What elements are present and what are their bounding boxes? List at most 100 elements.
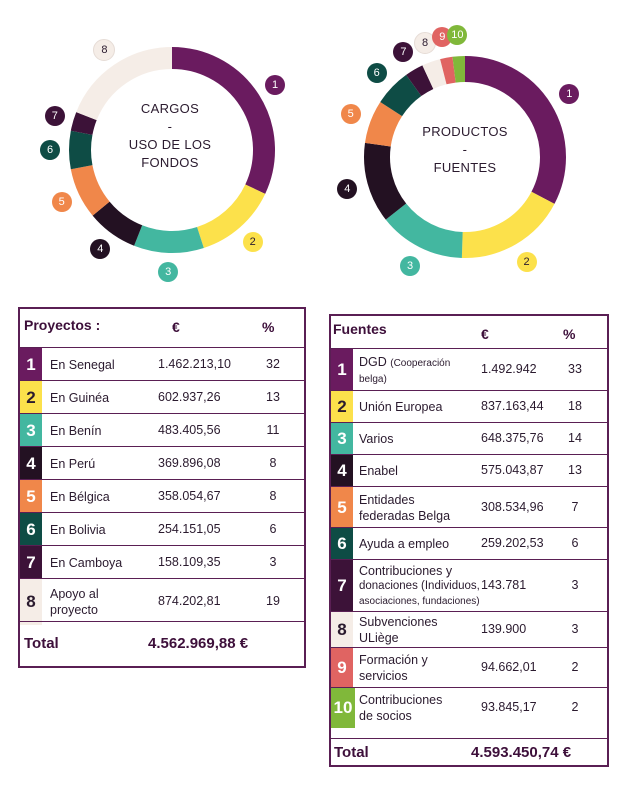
table-row: 4 En Perú 369.896,08 8 — [20, 446, 304, 480]
donut-svg-productos — [364, 56, 566, 258]
donut-slice-10 — [452, 56, 466, 83]
table-title: Fuentes — [333, 321, 387, 337]
donut-slice-7 — [70, 112, 97, 136]
row-percent: 7 — [571, 499, 579, 514]
donut-slice-5 — [364, 102, 403, 148]
row-value: 139.900 — [481, 622, 527, 636]
column-header-percent: % — [262, 319, 275, 335]
table-row: 6 En Bolivia 254.151,05 6 — [20, 512, 304, 546]
table-row: 3 Varios 648.375,76 14 — [331, 422, 607, 455]
table-row: 7 Contribuciones y donaciones (Individuos,… — [331, 559, 607, 612]
row-percent: 14 — [568, 431, 582, 445]
row-label: En Bolivia — [50, 523, 106, 537]
row-label: Unión Europea — [359, 400, 443, 414]
donut-label-1: 1 — [265, 74, 285, 95]
row-number-badge: 10 — [331, 688, 355, 728]
row-label: Entidades federadas Belga — [359, 492, 451, 523]
total-row: Total 4.593.450,74 € — [331, 738, 607, 765]
row-number-badge: 1 — [331, 349, 353, 391]
table-row: 4 Enabel 575.043,87 13 — [331, 454, 607, 487]
donut-label-10: 10 — [447, 25, 468, 46]
row-label: Formación y servicios — [359, 653, 428, 683]
center-line: PRODUCTOS — [422, 124, 508, 139]
row-percent: 6 — [269, 521, 277, 536]
row-label: Enabel — [359, 464, 398, 478]
donut-slice-2 — [196, 184, 266, 248]
donut-slice-3 — [134, 225, 204, 253]
table-row: 8 Apoyo al proyecto 874.202,81 19 — [20, 578, 304, 625]
donut-center-label-cargos: CARGOS - USO DE LOS FONDOS — [100, 100, 240, 172]
row-label: Ayuda a empleo — [359, 537, 450, 551]
row-value: 93.845,17 — [481, 700, 537, 714]
table-row: 9 Formación y servicios 94.662,01 2 — [331, 647, 607, 688]
row-number-badge: 3 — [20, 414, 42, 447]
row-label: Contribuciones y donaciones (Individuos, a… — [359, 563, 480, 607]
table-row: 6 Ayuda a empleo 259.202,53 6 — [331, 527, 607, 560]
table-row: 10 Contribuciones de socios 93.845,17 2 — [331, 687, 607, 728]
row-number-badge: 5 — [20, 480, 42, 513]
donut-center-label-productos: PRODUCTOS - FUENTES — [395, 123, 535, 177]
donut-label-4: 4 — [90, 238, 111, 259]
row-label: Varios — [359, 432, 394, 446]
donut-slice-8 — [422, 59, 447, 90]
row-value: 259.202,53 — [481, 536, 544, 550]
donut-label-5: 5 — [51, 191, 72, 212]
donut-label-3: 3 — [158, 261, 179, 282]
donut-slice-3 — [385, 203, 464, 258]
row-percent: 11 — [266, 422, 280, 437]
row-value: 254.151,05 — [158, 521, 221, 536]
row-label: DGD (Cooperación belga) — [359, 355, 451, 385]
table-row: 1 DGD (Cooperación belga) 1.492.942 33 — [331, 348, 607, 391]
row-percent: 6 — [571, 536, 579, 550]
donut-label-2: 2 — [242, 231, 263, 252]
donut-label-3: 3 — [400, 255, 421, 276]
row-number-badge: 7 — [20, 546, 42, 579]
donut-slice-2 — [461, 191, 555, 258]
row-number-badge: 6 — [331, 528, 353, 560]
row-number-badge: 2 — [20, 381, 42, 414]
row-label: En Perú — [50, 457, 96, 471]
donut-slice-1 — [171, 47, 275, 194]
row-label: En Senegal — [50, 358, 115, 372]
table-row: 8 Subvenciones ULiège 139.900 3 — [331, 611, 607, 648]
row-value: 143.781 — [481, 578, 527, 592]
table-row: 1 En Senegal 1.462.213,10 32 — [20, 347, 304, 381]
row-value: 358.054,67 — [158, 488, 221, 503]
row-value: 648.375,76 — [481, 431, 544, 445]
total-value: 4.593.450,74 € — [471, 744, 572, 761]
total-label: Total — [24, 635, 59, 652]
row-percent: 2 — [571, 700, 579, 714]
row-percent: 19 — [266, 594, 280, 608]
row-value: 483.405,56 — [158, 422, 221, 437]
row-label: En Camboya — [50, 556, 123, 570]
column-header-percent: % — [563, 326, 576, 342]
row-percent: 2 — [571, 660, 579, 674]
row-percent: 33 — [568, 362, 582, 376]
donut-slice-7 — [406, 65, 434, 97]
center-line: FUENTES — [433, 160, 497, 175]
donut-chart-cargos: CARGOS - USO DE LOS FONDOS 1 2 3 4 5 6 7 8 — [40, 30, 285, 282]
donut-svg-cargos — [69, 47, 275, 253]
row-number-badge: 8 — [20, 579, 42, 625]
center-line: - — [462, 142, 468, 157]
donut-label-8: 8 — [93, 39, 116, 62]
row-number-badge: 1 — [20, 348, 42, 381]
row-label: En Guinéa — [50, 391, 110, 405]
donut-label-5: 5 — [340, 104, 361, 125]
table-row: 2 Unión Europea 837.163,44 18 — [331, 390, 607, 423]
donut-label-4: 4 — [337, 178, 358, 199]
row-value: 369.896,08 — [158, 455, 221, 470]
table-row: 7 En Camboya 158.109,35 3 — [20, 545, 304, 579]
row-value: 308.534,96 — [481, 499, 544, 514]
donut-label-6: 6 — [40, 140, 60, 160]
donut-slice-9 — [440, 56, 456, 85]
donut-slice-5 — [70, 164, 110, 216]
row-value: 602.937,26 — [158, 389, 221, 404]
row-percent: 3 — [269, 554, 277, 569]
table-title: Proyectos : — [24, 317, 101, 333]
row-number-badge: 5 — [331, 487, 353, 528]
row-percent: 32 — [266, 356, 280, 371]
table-header: Fuentes € % — [331, 316, 607, 348]
row-number-badge: 4 — [20, 447, 42, 480]
row-percent: 3 — [571, 578, 579, 592]
